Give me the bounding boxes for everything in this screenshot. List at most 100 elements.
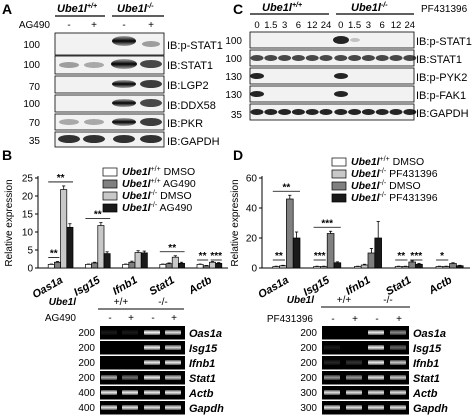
gel-band-label: Stat1: [413, 373, 440, 385]
blot-label: IB:PKR: [167, 118, 203, 130]
legend-swatch: [102, 203, 118, 213]
bar: [54, 261, 61, 269]
gel-band-label: Ifnb1: [413, 358, 439, 370]
treatment-sign: -: [122, 20, 125, 31]
timepoint-label: 1.5: [348, 20, 361, 31]
panel-c: C Ube1l+/+ Ube1l-/- PF431396 0 1.5 3 6 12 24 0…: [225, 1, 472, 121]
significance-label: **: [94, 210, 102, 221]
blot-band: [319, 55, 333, 61]
legend-swatch: [102, 167, 118, 177]
x-tick-label: Isg15: [72, 274, 103, 299]
blot-band: [389, 55, 403, 61]
legend-label: Ube1l-/- PF431396: [351, 168, 438, 180]
molecular-weight: 130: [225, 90, 242, 101]
gel-band: [324, 405, 340, 410]
gel-treatment-sign: +: [396, 314, 402, 325]
blot-band: [59, 119, 79, 125]
gel-band: [144, 360, 160, 365]
blot-band: [278, 55, 292, 61]
gel-band: [165, 405, 181, 410]
bar: [47, 264, 55, 269]
gel-band: [122, 375, 138, 380]
western-blot-strip: [249, 31, 415, 49]
blot-band: [142, 41, 160, 47]
y-tick-label: 10: [22, 228, 34, 239]
blot-band: [305, 55, 319, 61]
western-blot-strip: [54, 94, 165, 113]
gel-marker: 300: [300, 388, 317, 399]
significance-label: ***: [410, 251, 422, 262]
timepoint-label: 6: [380, 20, 385, 31]
panel-letter-b: B: [2, 147, 12, 163]
gel-band: [390, 405, 406, 410]
gel-lane-row: [322, 356, 409, 370]
gel-marker: 400: [78, 403, 95, 414]
gel-band: [144, 330, 160, 335]
gel-marker: 200: [78, 343, 95, 354]
western-blot-strip: [54, 113, 165, 131]
blot-label: IB:LGP2: [167, 80, 209, 92]
gel-lane-row: [322, 371, 409, 385]
timepoint-labels: 0 1.5 3 6 12 24 0 1.5 3 6 12 24: [254, 20, 415, 31]
bar: [442, 266, 450, 269]
molecular-weight: 100: [225, 54, 242, 65]
bar: [326, 233, 335, 269]
gel-band: [144, 405, 160, 410]
gel-band: [390, 345, 406, 350]
western-blot-strip: [249, 85, 415, 103]
panel-letter-a: A: [2, 1, 12, 17]
gel-genotype-label: Ube1l: [287, 295, 314, 306]
bar: [435, 266, 444, 269]
timepoint-label: 0: [338, 20, 343, 31]
treatment-sign: +: [91, 20, 97, 31]
bar: [449, 263, 457, 269]
gel-band: [390, 390, 406, 395]
legend-label: Ube1l-/- DMSO: [351, 180, 421, 192]
gel-genotype: +/+: [114, 297, 129, 308]
molecular-weight: 100: [225, 36, 242, 47]
blot-band: [264, 55, 278, 61]
gel-band-label: Gapdh: [413, 403, 448, 415]
gel-band-label: Oas1a: [413, 328, 446, 340]
legend-swatch: [331, 181, 347, 191]
bar: [394, 266, 403, 269]
western-blot-strip: [249, 67, 415, 85]
gel-band-label: Isg15: [413, 343, 442, 355]
blot-band: [334, 73, 348, 79]
y-tick-label: 60: [246, 174, 258, 185]
molecular-weight: 70: [29, 82, 41, 93]
gel-treatment-sign: +: [171, 313, 177, 324]
gel-band: [368, 390, 384, 395]
panel-letter-c: C: [233, 1, 243, 17]
y-axis-label: Relative expression: [230, 179, 241, 266]
significance-label: ***: [314, 251, 326, 262]
gel-lane-row: [322, 386, 409, 400]
bar: [313, 266, 321, 269]
bar: [272, 266, 280, 269]
timepoint-label: 24: [321, 20, 332, 31]
gel-genotype-label: Ube1l: [49, 297, 76, 308]
significance-label: **: [397, 251, 405, 262]
genotype-label-wt: Ube1l+/+: [262, 2, 302, 14]
gel-band: [368, 360, 384, 365]
gel-band: [144, 345, 160, 350]
gel-treatment-label: PF431396: [267, 314, 314, 325]
blot-band: [333, 36, 349, 44]
gel-band-label: Gapdh: [189, 403, 224, 415]
blot-band: [250, 73, 264, 79]
bar: [178, 262, 185, 269]
bar: [286, 198, 294, 269]
blot-label: IB:GAPDH: [167, 136, 220, 148]
y-tick-label: 0: [27, 264, 33, 275]
timepoint-label: 24: [405, 20, 416, 31]
bar: [415, 263, 423, 269]
gel-band: [346, 390, 362, 395]
gel-marker: 200: [78, 373, 95, 384]
treatment-label: PF431396: [421, 4, 468, 15]
significance-label: *: [440, 251, 444, 262]
gel-band: [324, 360, 340, 365]
blot-band: [84, 62, 104, 68]
